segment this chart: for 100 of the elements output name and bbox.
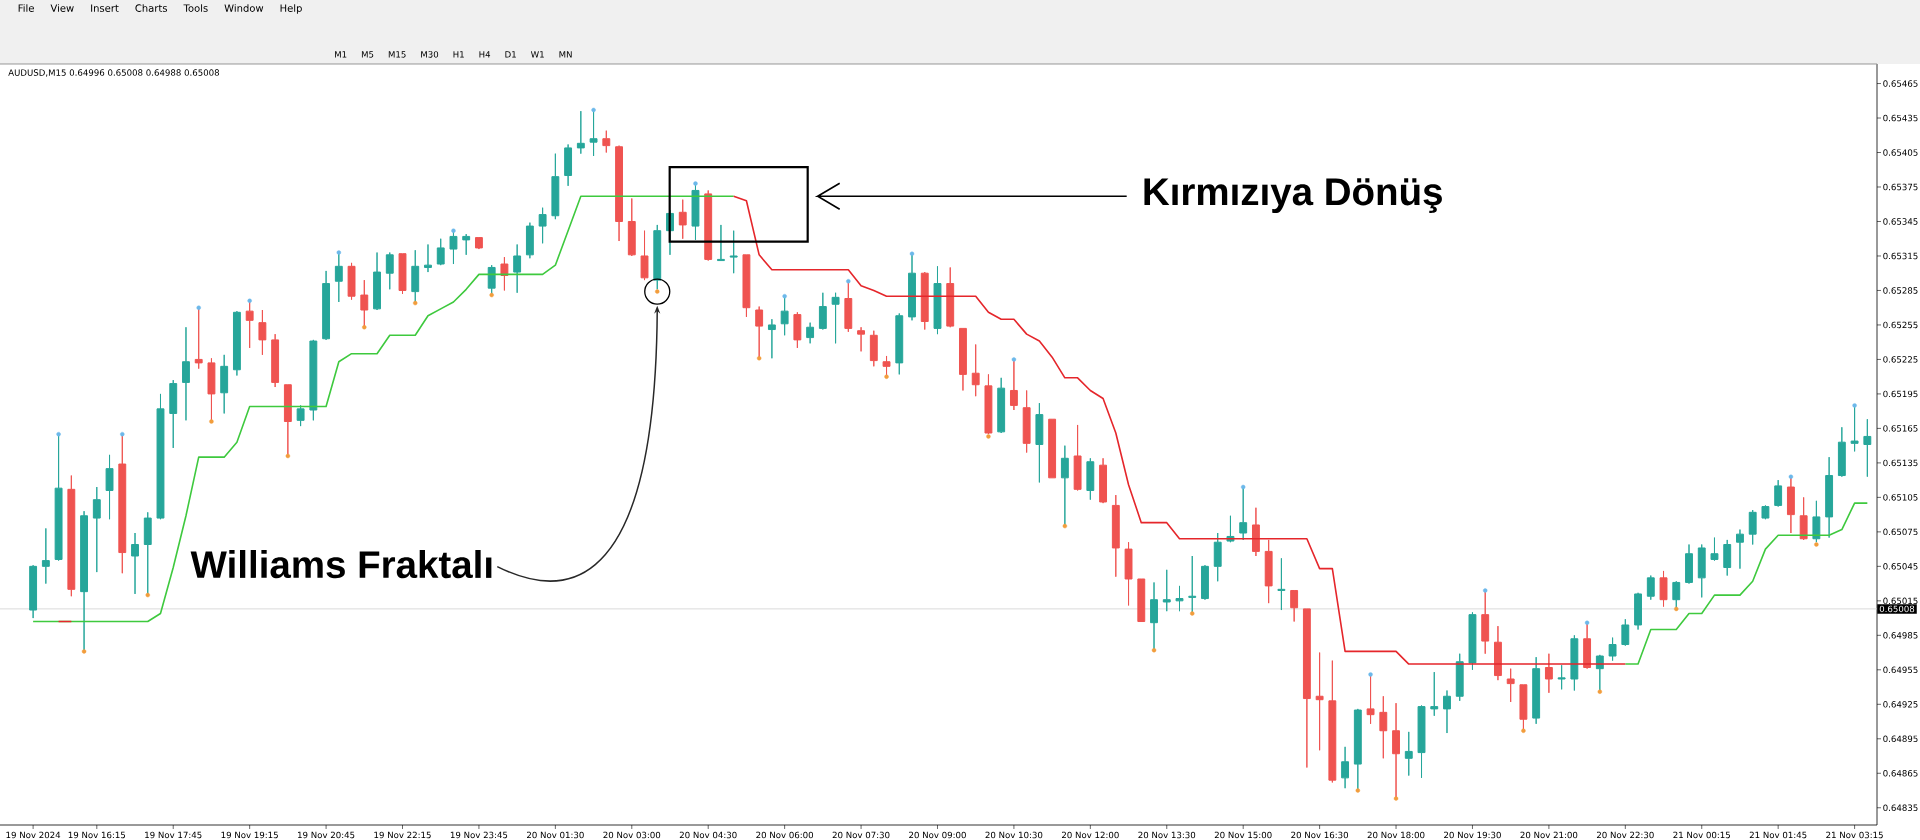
candlestick xyxy=(818,292,827,331)
candlestick xyxy=(844,280,853,333)
x-tick-label: 20 Nov 03:00 xyxy=(603,831,661,839)
candlestick xyxy=(1315,652,1324,751)
candlestick xyxy=(258,309,267,356)
x-tick-label: 20 Nov 01:30 xyxy=(526,831,584,839)
candlestick xyxy=(1812,500,1821,543)
candlestick xyxy=(589,109,598,157)
candlestick xyxy=(869,330,878,367)
candlestick xyxy=(1213,532,1222,582)
y-tick-label: 0.65135 xyxy=(1883,459,1918,467)
y-tick-label: 0.65315 xyxy=(1883,252,1918,260)
candlestick xyxy=(1748,509,1757,546)
candlestick xyxy=(1379,695,1388,759)
candlestick xyxy=(1162,569,1171,612)
point xyxy=(81,649,87,654)
candlestick xyxy=(373,252,381,311)
candlestick xyxy=(525,222,534,259)
candlestick xyxy=(971,343,980,397)
text: File View Insert Charts Tools Window Help xyxy=(18,4,302,14)
candlestick xyxy=(283,384,292,456)
candlestick xyxy=(806,322,815,344)
candlestick xyxy=(398,253,407,295)
candlestick xyxy=(1621,618,1630,647)
candlestick xyxy=(118,433,127,574)
point xyxy=(756,356,762,361)
y-tick-label: 0.65465 xyxy=(1883,80,1918,87)
candlestick xyxy=(1048,418,1057,479)
candlestick xyxy=(1124,541,1133,606)
candlestick xyxy=(691,183,700,241)
candlestick xyxy=(1786,476,1795,534)
y-tick-label: 0.65015 xyxy=(1883,597,1918,605)
point xyxy=(591,107,596,113)
x-tick-label: 19 Nov 17:45 xyxy=(145,831,202,839)
candlestick xyxy=(1850,404,1859,452)
point xyxy=(451,228,456,233)
point xyxy=(145,592,150,598)
candlestick xyxy=(908,253,916,321)
candlestick xyxy=(1417,704,1426,779)
candlestick xyxy=(997,377,1006,434)
candlestick xyxy=(1443,690,1451,734)
point xyxy=(782,294,787,299)
point xyxy=(56,431,61,437)
candlestick xyxy=(500,256,509,291)
candlestick xyxy=(80,510,89,651)
candlestick xyxy=(156,393,165,520)
x-tick-label: 21 Nov 00:15 xyxy=(1673,831,1730,839)
candlestick xyxy=(1251,507,1260,557)
candlestick xyxy=(334,252,343,303)
candlestick xyxy=(717,224,725,262)
x-tick-label: 19 Nov 2024 xyxy=(6,831,61,839)
candlestick xyxy=(1073,424,1082,491)
y-tick-label: 0.65075 xyxy=(1883,528,1918,536)
point xyxy=(336,250,342,255)
candlestick xyxy=(1009,358,1018,411)
y-tick-label: 0.65105 xyxy=(1883,494,1918,501)
x-tick-label: 19 Nov 19:15 xyxy=(221,831,278,839)
candlestick xyxy=(411,249,420,303)
x-tick-label: 20 Nov 04:30 xyxy=(679,831,737,839)
x-tick-label: 20 Nov 15:00 xyxy=(1214,831,1272,839)
candlestick xyxy=(1544,653,1553,694)
point xyxy=(1814,542,1819,547)
point xyxy=(1190,611,1195,616)
x-tick-label: 19 Nov 16:15 xyxy=(68,831,126,839)
point xyxy=(1521,728,1526,733)
candlestick xyxy=(1710,537,1719,562)
candlestick xyxy=(1341,746,1350,789)
candlestick xyxy=(474,237,483,250)
candlestick xyxy=(1634,592,1642,631)
candlestick xyxy=(1150,581,1158,651)
point xyxy=(489,292,494,298)
candlestick xyxy=(322,270,331,341)
y-tick-label: 0.65045 xyxy=(1883,563,1918,570)
candlestick xyxy=(1506,668,1515,703)
candlestick xyxy=(1404,731,1413,777)
candlestick xyxy=(1468,611,1477,671)
point xyxy=(413,300,418,306)
candlestick xyxy=(1761,504,1770,520)
candlestick xyxy=(1022,389,1031,454)
candlestick xyxy=(1646,575,1655,601)
candlestick xyxy=(882,355,891,377)
candlestick xyxy=(984,373,993,435)
text: M1 M5 M15 M30 H1 H4 D1 W1 MN xyxy=(335,51,572,58)
x-tick-label: 20 Nov 18:00 xyxy=(1367,831,1425,839)
y-tick-label: 0.64925 xyxy=(1883,701,1918,708)
candlestick xyxy=(1035,402,1044,483)
candlestick xyxy=(729,230,738,274)
point xyxy=(986,434,991,439)
candlestick xyxy=(1366,673,1375,725)
candlestick xyxy=(767,318,776,359)
y-tick-label: 0.65255 xyxy=(1883,321,1918,329)
candlestick xyxy=(41,527,50,585)
candlestick xyxy=(576,110,585,155)
point xyxy=(1597,689,1603,694)
candlestick xyxy=(143,511,152,595)
point xyxy=(846,279,851,284)
point xyxy=(909,251,915,256)
x-tick-label: 20 Nov 16:30 xyxy=(1291,831,1349,839)
x-tick-label: 20 Nov 21:00 xyxy=(1520,831,1578,839)
annotation: Williams Fraktalı xyxy=(190,549,492,579)
